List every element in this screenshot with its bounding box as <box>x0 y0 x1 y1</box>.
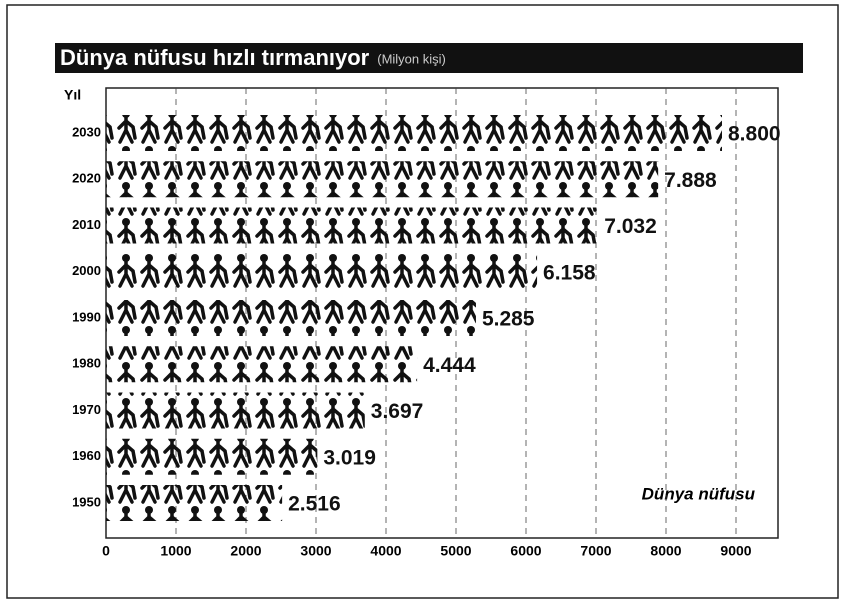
x-tick-label: 7000 <box>580 543 611 559</box>
value-label: 3.697 <box>371 400 424 423</box>
value-label: 7.888 <box>664 169 717 192</box>
y-tick-label: 2010 <box>72 217 101 232</box>
bar <box>106 115 722 151</box>
x-tick-label: 3000 <box>300 543 331 559</box>
y-tick-label: 2000 <box>72 263 101 278</box>
bar <box>106 161 658 197</box>
y-tick-label: 1960 <box>72 448 101 463</box>
value-label: 7.032 <box>604 215 657 238</box>
bar <box>106 254 537 290</box>
chart: Dünya nüfusu hızlı tırmanıyor (Milyon ki… <box>0 0 846 606</box>
x-tick-label: 5000 <box>440 543 471 559</box>
value-label: 5.285 <box>482 308 535 331</box>
chart-subtitle: (Milyon kişi) <box>377 51 446 66</box>
value-label: 2.516 <box>288 493 341 516</box>
annotation: Dünya nüfusu <box>642 484 756 503</box>
y-tick-label: 2020 <box>72 171 101 186</box>
value-label: 3.019 <box>323 446 376 469</box>
value-label: 8.800 <box>728 123 781 146</box>
y-axis-label: Yıl <box>64 87 81 103</box>
y-tick-label: 1950 <box>72 494 101 509</box>
bar <box>106 208 598 244</box>
bar <box>106 439 317 475</box>
bar <box>106 346 417 382</box>
bar <box>106 393 365 429</box>
x-tick-label: 2000 <box>230 543 261 559</box>
x-tick-label: 0 <box>102 543 110 559</box>
x-tick-label: 1000 <box>160 543 191 559</box>
x-tick-label: 8000 <box>650 543 681 559</box>
value-label: 6.158 <box>543 261 596 284</box>
value-label: 4.444 <box>423 354 476 377</box>
x-tick-label: 6000 <box>510 543 541 559</box>
y-tick-label: 2030 <box>72 124 101 139</box>
bar <box>106 485 282 521</box>
x-tick-label: 9000 <box>720 543 751 559</box>
x-tick-label: 4000 <box>370 543 401 559</box>
y-tick-label: 1980 <box>72 356 101 371</box>
y-tick-label: 1970 <box>72 402 101 417</box>
bar <box>106 300 476 336</box>
chart-title: Dünya nüfusu hızlı tırmanıyor <box>60 45 370 70</box>
y-tick-label: 1990 <box>72 309 101 324</box>
page: {"chart_data": {"type": "pictogram-bar",… <box>0 0 846 606</box>
